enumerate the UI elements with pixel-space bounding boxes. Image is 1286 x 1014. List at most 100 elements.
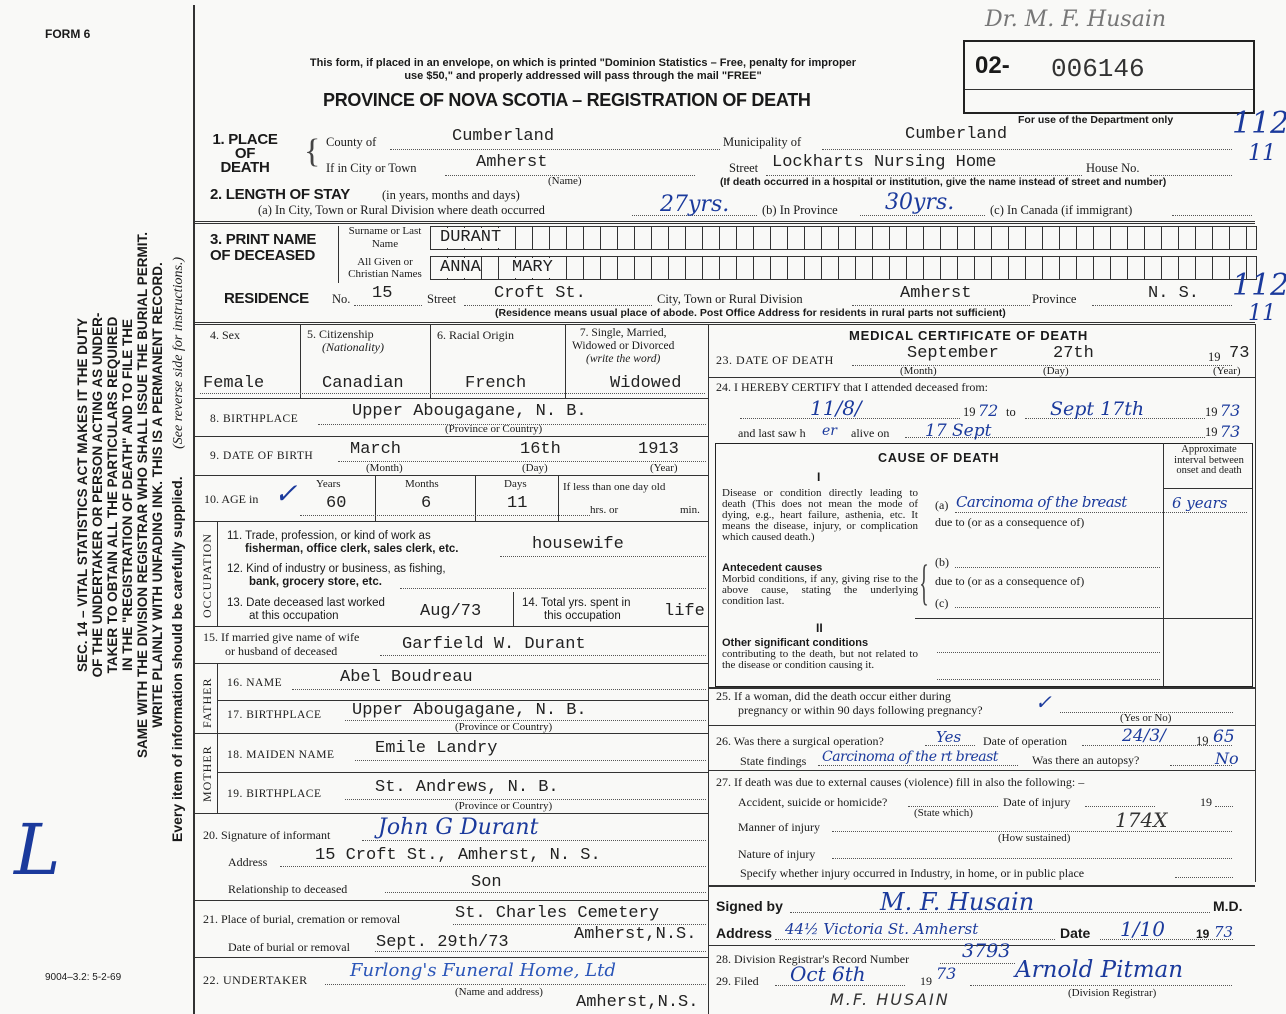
mother-maiden-name[interactable]: Emile Landry xyxy=(375,739,498,758)
attended-to[interactable]: Sept 17th xyxy=(1050,398,1145,420)
given-name-1[interactable]: ANNA xyxy=(440,258,481,278)
q14-label: 14. Total yrs. spent in this occupation xyxy=(522,597,630,623)
dod-month[interactable]: September xyxy=(907,344,999,363)
divider xyxy=(1163,488,1252,489)
top-handwritten-name: Dr. M. F. Husain xyxy=(985,7,1167,32)
form-number: FORM 6 xyxy=(45,27,91,41)
mother-birthplace[interactable]: St. Andrews, N. B. xyxy=(375,778,559,797)
divider xyxy=(475,475,476,521)
due-to-label: due to (or as a consequence of) xyxy=(935,515,1085,529)
father-name[interactable]: Abel Boudreau xyxy=(340,668,473,687)
filed-date[interactable]: Oct 6th xyxy=(790,962,866,986)
q27-label: 27. If death was due to external causes … xyxy=(716,775,1085,789)
spouse-name[interactable]: Garfield W. Durant xyxy=(402,635,586,654)
stay-city-value[interactable]: 27yrs. xyxy=(660,192,730,217)
label-text: Morbid conditions, if any, giving rise t… xyxy=(722,573,918,607)
sign-date[interactable]: 1/10 xyxy=(1120,917,1165,941)
given-name-2[interactable]: MARY xyxy=(512,258,553,278)
stay-province-value[interactable]: 30yrs. xyxy=(885,190,955,215)
sidebar-instructions: SEC. 14 – VITAL STATISTICS ACT MAKES IT … xyxy=(75,195,165,795)
line xyxy=(453,924,706,925)
father-birthplace-label: 17. BIRTHPLACE xyxy=(227,709,322,721)
residence-no-label: No. xyxy=(332,292,351,306)
months-label: Months xyxy=(405,478,439,490)
given-names-input-grid[interactable] xyxy=(430,256,1257,280)
to-year[interactable]: 73 xyxy=(1220,401,1241,420)
street-value[interactable]: Lockharts Nursing Home xyxy=(772,153,997,172)
line xyxy=(338,461,706,462)
physician-address-label: Address xyxy=(716,925,773,941)
surname-value[interactable]: DURANT xyxy=(440,228,502,248)
residence-label: RESIDENCE xyxy=(224,290,309,307)
label-text: Other significant conditions xyxy=(722,637,869,649)
md-label: M.D. xyxy=(1213,898,1243,914)
divider xyxy=(375,475,376,521)
findings-value[interactable]: Carcinoma of the rt breast xyxy=(822,749,998,765)
sex-label: 4. Sex xyxy=(210,328,240,342)
surname-input-grid[interactable] xyxy=(430,226,1257,250)
cause-a-interval[interactable]: 6 years xyxy=(1172,494,1228,512)
trade-value[interactable]: housewife xyxy=(532,535,624,554)
part-one-label: I xyxy=(817,470,821,484)
burial-date[interactable]: Sept. 29th/73 xyxy=(376,933,509,952)
dob-month[interactable]: March xyxy=(350,440,402,459)
city-value[interactable]: Amherst xyxy=(476,153,548,172)
frame-left-border xyxy=(193,5,195,1014)
marital-value[interactable]: Widowed xyxy=(610,374,682,393)
citizenship-value[interactable]: Canadian xyxy=(322,374,404,393)
divider xyxy=(708,770,1255,771)
age-months[interactable]: 6 xyxy=(421,494,432,513)
printed-physician-name: M.F. HUSAIN xyxy=(830,990,950,1009)
last-seen-date[interactable]: 17 Sept xyxy=(925,421,992,441)
q13-label: 13. Date deceased last worked at this occ… xyxy=(227,597,385,623)
residence-no[interactable]: 15 xyxy=(372,284,393,303)
label-text: 13. Date deceased last worked xyxy=(227,597,385,609)
divider xyxy=(708,377,1255,378)
age-days[interactable]: 11 xyxy=(507,494,528,513)
medical-certificate-title: MEDICAL CERTIFICATE OF DEATH xyxy=(849,328,1089,343)
birthplace-value[interactable]: Upper Abougagane, N. B. xyxy=(352,402,587,421)
burial-place-line2[interactable]: Amherst,N.S. xyxy=(574,925,697,944)
racial-origin-value[interactable]: French xyxy=(465,374,527,393)
cause-a-value[interactable]: Carcinoma of the breast xyxy=(956,493,1127,511)
record-number[interactable]: 3793 xyxy=(962,940,1011,962)
last-worked-value[interactable]: Aug/73 xyxy=(420,602,482,621)
dob-year[interactable]: 1913 xyxy=(638,440,679,459)
residence-city[interactable]: Amherst xyxy=(900,284,972,303)
burial-place[interactable]: St. Charles Cemetery xyxy=(455,904,660,923)
residence-province[interactable]: N. S. xyxy=(1148,284,1200,303)
dod-year[interactable]: 73 xyxy=(1229,344,1250,363)
county-value[interactable]: Cumberland xyxy=(452,127,555,146)
from-year[interactable]: 72 xyxy=(978,401,999,420)
municipality-value[interactable]: Cumberland xyxy=(905,125,1008,144)
age-years[interactable]: 60 xyxy=(326,494,347,513)
dob-day[interactable]: 16th xyxy=(520,440,561,459)
sign-year[interactable]: 73 xyxy=(1214,923,1234,941)
operation-value[interactable]: Yes xyxy=(936,728,962,746)
last-year[interactable]: 73 xyxy=(1220,422,1241,441)
physician-address[interactable]: 44½ Victoria St. Amherst xyxy=(785,920,979,938)
relationship-value[interactable]: Son xyxy=(471,873,502,892)
informant-address[interactable]: 15 Croft St., Amherst, N. S. xyxy=(315,846,601,865)
divider xyxy=(193,957,708,958)
attended-from[interactable]: 11/8/ xyxy=(810,396,862,420)
father-birthplace[interactable]: Upper Abougagane, N. B. xyxy=(352,701,587,720)
other-conditions: Other significant conditions contributing… xyxy=(722,638,918,671)
check-mark-icon: ✓ xyxy=(274,477,298,510)
undertaker-address[interactable]: Amherst,N.S. xyxy=(576,993,699,1012)
line xyxy=(775,939,1055,940)
operation-year[interactable]: 65 xyxy=(1213,727,1235,747)
name-address-note: (Name and address) xyxy=(455,986,543,998)
line xyxy=(325,984,706,985)
autopsy-value[interactable]: No xyxy=(1215,749,1239,768)
sex-value[interactable]: Female xyxy=(203,374,265,393)
line xyxy=(1170,765,1232,766)
operation-date[interactable]: 24/3/ xyxy=(1122,726,1166,746)
informant-signature-label: 20. Signature of informant xyxy=(203,828,331,842)
dod-day[interactable]: 27th xyxy=(1053,344,1094,363)
total-years-value[interactable]: life xyxy=(664,602,705,621)
stay-city-line xyxy=(632,215,757,216)
residence-street[interactable]: Croft St. xyxy=(494,284,586,303)
filed-year[interactable]: 73 xyxy=(936,964,957,983)
